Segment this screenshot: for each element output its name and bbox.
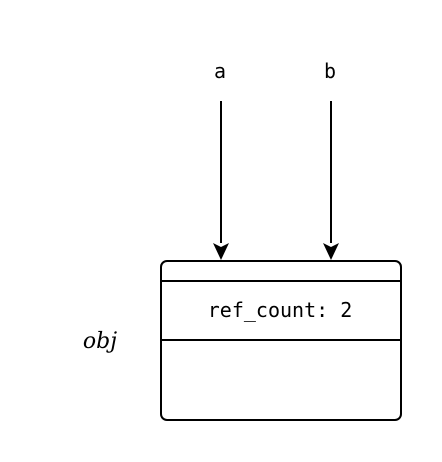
reference-arrow-a: [213, 101, 229, 260]
object-label: obj: [83, 329, 117, 354]
variable-a-label: a: [214, 59, 226, 83]
variable-b-label: b: [324, 59, 336, 83]
ref-count-field: ref_count: 2: [208, 298, 353, 322]
reference-arrow-b: [323, 101, 339, 260]
object-box: ref_count: 2: [160, 260, 402, 421]
